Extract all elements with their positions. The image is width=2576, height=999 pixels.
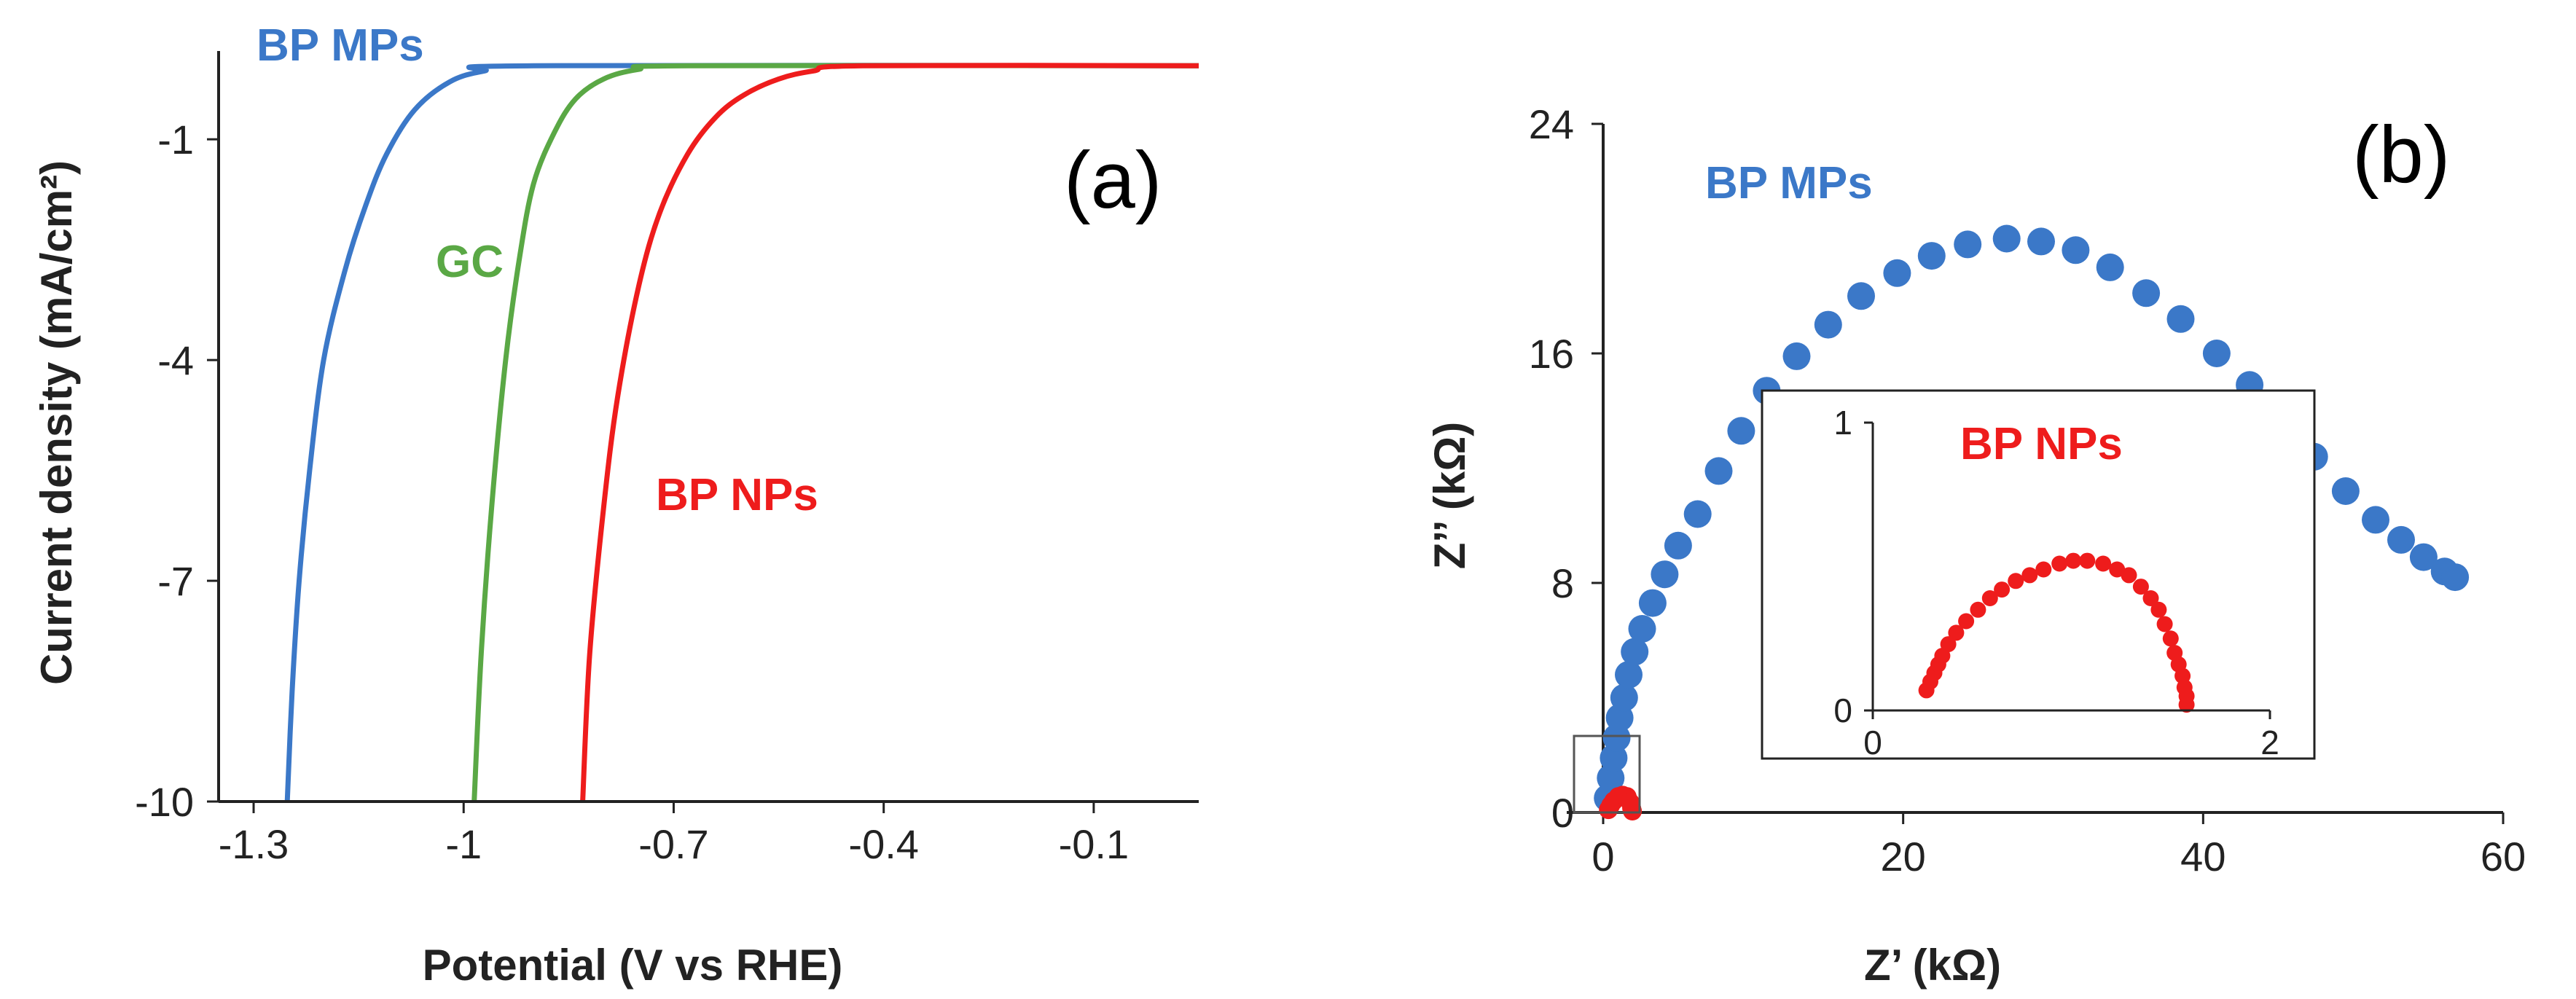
legend-label-bp-nps-a: BP NPs xyxy=(656,470,818,520)
data-point-bp-mps xyxy=(1727,417,1755,445)
inset-data-point-bp-nps xyxy=(2065,552,2082,569)
panel-a-label: (a) xyxy=(1064,136,1162,225)
panel-a-x-tick-label: -0.4 xyxy=(848,821,919,867)
data-point-bp-mps xyxy=(2166,305,2195,333)
panel-b-inset: 0 2 0 1 BP NPs xyxy=(1761,389,2316,761)
data-point-bp-mps xyxy=(1992,224,2021,253)
data-point-bp-mps xyxy=(2409,543,2438,571)
inset-data-point-bp-nps xyxy=(2079,552,2096,569)
inset-data-point-bp-nps xyxy=(2150,601,2167,618)
panel-b-x-tick-label: 20 xyxy=(1881,834,1926,879)
data-point-bp-mps xyxy=(1847,282,1875,310)
inset-data-point-bp-nps xyxy=(2132,579,2149,595)
inset-data-point-bp-nps xyxy=(2156,616,2173,632)
inset-data-point-bp-nps xyxy=(1994,581,2011,598)
panel-b-y-axis-title: Z’’ (kΩ) xyxy=(1425,422,1474,570)
data-point-bp-mps xyxy=(2062,236,2090,265)
data-point-bp-mps xyxy=(2441,563,2470,592)
panel-a-tick-marks xyxy=(207,138,1095,813)
data-point-bp-mps xyxy=(1814,310,1842,339)
panel-b-zoom-region-box xyxy=(1573,734,1641,814)
inset-data-point-bp-nps xyxy=(2121,567,2137,584)
inset-data-point-bp-nps xyxy=(2035,561,2052,578)
inset-data-point-bp-nps xyxy=(2008,573,2024,589)
inset-data-point-bp-nps xyxy=(1940,636,1957,653)
data-point-bp-mps xyxy=(2132,279,2161,307)
inset-tick-labels: 0 2 0 1 xyxy=(1833,404,2279,761)
data-point-bp-mps xyxy=(1638,589,1667,617)
data-point-bp-mps xyxy=(1954,230,1982,259)
panel-a-x-tick-label: -1 xyxy=(445,821,482,867)
inset-x-tick-label: 2 xyxy=(2260,724,2279,761)
legend-label-bp-mps-a: BP MPs xyxy=(257,20,424,71)
inset-data-point-bp-nps xyxy=(1970,601,1986,618)
series-line-bp-nps xyxy=(580,63,1199,802)
data-point-bp-mps xyxy=(1621,638,1649,666)
panel-a-x-tick-label: -0.1 xyxy=(1059,821,1130,867)
panel-b-y-tick-label: 24 xyxy=(1529,101,1574,147)
data-point-bp-mps xyxy=(2202,340,2231,367)
inset-data-point-bp-nps xyxy=(2178,697,2195,713)
panel-b-x-axis-title: Z’ (kΩ) xyxy=(1864,941,2001,990)
series-line-gc xyxy=(471,63,1199,802)
data-point-bp-mps xyxy=(1782,342,1811,370)
data-point-bp-mps xyxy=(1917,242,1946,270)
data-point-bp-mps xyxy=(2387,525,2415,554)
panel-a-y-tick-label: -1 xyxy=(157,117,194,162)
inset-y-tick-label: 0 xyxy=(1833,692,1852,729)
series-line-bp-mps xyxy=(284,63,1199,802)
data-point-bp-mps xyxy=(1610,683,1638,712)
data-point-bp-mps xyxy=(1628,615,1656,643)
panel-a-y-axis-title: Current density (mA/cm²) xyxy=(32,160,81,685)
data-point-bp-nps xyxy=(1623,802,1643,820)
data-point-bp-mps xyxy=(1683,500,1712,528)
panel-b-x-tick-label: 40 xyxy=(2180,834,2225,879)
inset-data-point-bp-nps xyxy=(1981,590,1998,606)
inset-data-point-bp-nps xyxy=(2021,567,2038,584)
inset-data-points xyxy=(1918,552,2195,713)
panel-b-x-tick-label: 0 xyxy=(1592,834,1614,879)
inset-data-point-bp-nps xyxy=(2109,561,2126,578)
inset-label-bp-nps: BP NPs xyxy=(1960,419,2123,469)
inset-data-point-bp-nps xyxy=(2051,555,2068,572)
data-point-bp-mps xyxy=(2331,477,2360,505)
panel-a-y-tick-label: -10 xyxy=(135,779,194,825)
inset-data-point-bp-nps xyxy=(1958,613,1975,630)
panel-a-x-tick-label: -0.7 xyxy=(638,821,709,867)
data-point-bp-mps xyxy=(1615,661,1643,689)
panel-a-x-tick-label: -1.3 xyxy=(219,821,289,867)
panel-b-x-tick-label: 60 xyxy=(2481,834,2526,879)
panel-a-y-tick-labels: -1 -4 -7 -10 xyxy=(135,117,194,825)
data-point-bp-mps xyxy=(1664,531,1692,560)
inset-data-point-bp-nps xyxy=(2095,555,2112,572)
inset-data-point-bp-nps xyxy=(2162,630,2179,647)
legend-label-bp-mps-b: BP MPs xyxy=(1705,158,1873,208)
data-point-bp-mps xyxy=(1704,457,1733,485)
panel-a-x-tick-labels: -1.3 -1 -0.7 -0.4 -0.1 xyxy=(219,821,1129,867)
panel-b-y-tick-label: 0 xyxy=(1551,790,1574,836)
legend-label-gc: GC xyxy=(436,237,504,287)
data-point-bp-mps xyxy=(2027,227,2055,256)
panel-b-label: (b) xyxy=(2352,110,2450,200)
panel-a-y-tick-label: -7 xyxy=(157,558,194,604)
data-point-bp-mps xyxy=(1883,259,1911,287)
inset-x-tick-label: 0 xyxy=(1863,724,1882,761)
inset-data-point-bp-nps xyxy=(2142,590,2159,606)
panel-b-x-tick-labels: 0 20 40 60 xyxy=(1592,834,2526,879)
panel-a-hydrogen-evolution-chart: -1.3 -1 -0.7 -0.4 -0.1 -1 -4 -7 -10 Potential (… xyxy=(32,20,1199,990)
data-point-bp-mps xyxy=(2096,253,2124,281)
panel-a-series-lines xyxy=(284,63,1199,802)
inset-y-tick-label: 1 xyxy=(1833,404,1852,442)
panel-b-y-tick-label: 8 xyxy=(1551,560,1574,606)
panel-b-y-tick-labels: 0 8 16 24 xyxy=(1529,101,1574,836)
panel-a-x-axis-title: Potential (V vs RHE) xyxy=(423,941,843,990)
panel-a-y-tick-label: -4 xyxy=(157,337,194,383)
data-point-bp-mps xyxy=(1651,560,1679,589)
data-point-bp-mps xyxy=(2362,506,2389,534)
inset-data-point-bp-nps xyxy=(1948,624,1965,641)
panel-b-y-tick-label: 16 xyxy=(1529,331,1574,377)
